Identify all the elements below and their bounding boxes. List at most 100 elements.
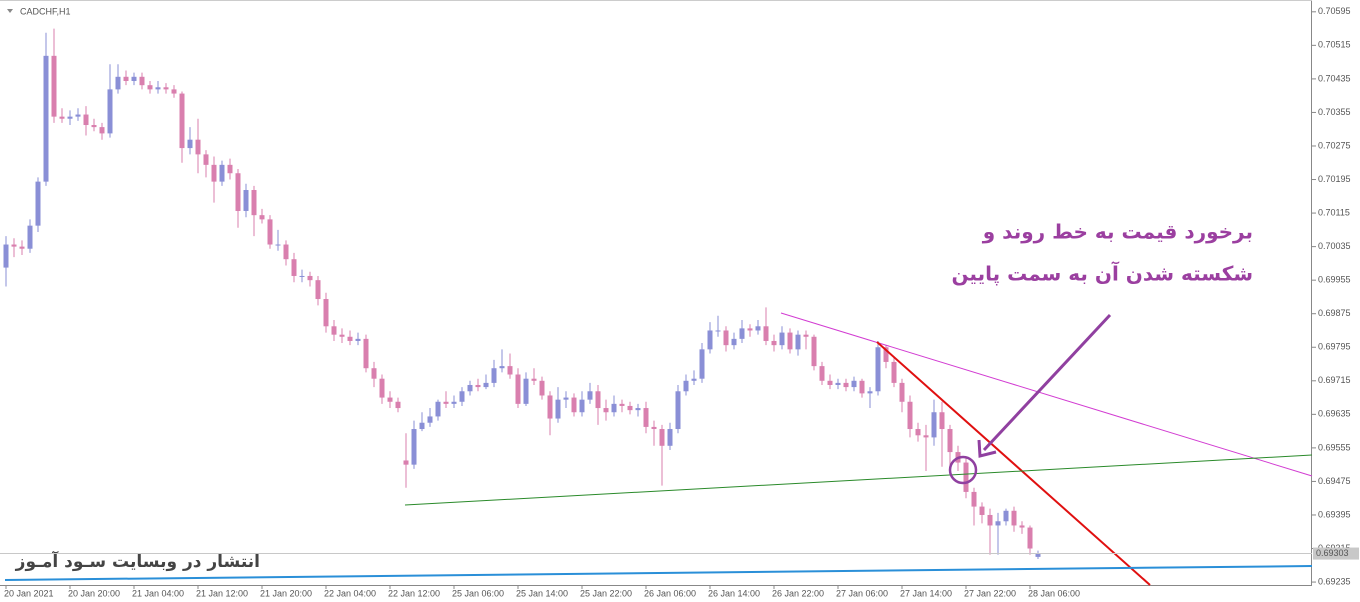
candle-body <box>651 426 657 430</box>
candle-body <box>395 401 401 409</box>
candle-body <box>715 330 721 332</box>
candle-body <box>19 246 25 249</box>
candle-body <box>91 125 97 128</box>
candle-body <box>259 215 265 220</box>
candle-body <box>931 412 937 438</box>
candle-body <box>595 391 601 409</box>
candle-body <box>563 397 569 400</box>
current-price-label: 0.69303 <box>1316 548 1349 558</box>
candle-body <box>227 164 233 174</box>
candle-body <box>211 164 217 182</box>
candle-body <box>811 336 817 367</box>
candle-body <box>915 429 921 436</box>
y-tick-label: 0.70195 <box>1318 174 1351 184</box>
x-tick-label: 25 Jan 06:00 <box>452 588 504 598</box>
candle-body <box>851 380 857 388</box>
candle-body <box>419 422 425 430</box>
candle-body <box>835 382 841 385</box>
support-line-blue <box>4 565 1313 581</box>
candle-body <box>443 401 449 404</box>
candle-body <box>147 85 153 90</box>
candle-body <box>755 326 761 331</box>
candle-body <box>571 397 577 413</box>
candle-body <box>539 380 545 396</box>
candle-body <box>747 328 753 331</box>
y-tick-label: 0.69795 <box>1318 342 1351 352</box>
x-tick-label: 21 Jan 12:00 <box>196 588 248 598</box>
candle-body <box>771 340 777 346</box>
candle-body <box>459 391 465 402</box>
candle-body <box>603 408 609 413</box>
candle-body <box>251 190 257 216</box>
arrow-shaft <box>982 313 1112 452</box>
candle-body <box>323 299 329 327</box>
candle-body <box>619 403 625 406</box>
candle-body <box>859 380 865 394</box>
candle-body <box>675 391 681 430</box>
candle-body <box>731 338 737 346</box>
candle-body <box>99 127 105 134</box>
candle-body <box>43 55 49 182</box>
candle-body <box>219 164 225 182</box>
candle-body <box>67 116 73 119</box>
annotation: برخورد قیمت به خط روند و <box>982 220 1253 244</box>
candle-body <box>243 190 249 211</box>
symbol-label: CADCHF,H1 <box>20 6 71 16</box>
candle-body <box>155 87 161 90</box>
candle-body <box>267 219 273 245</box>
candle-body <box>35 181 41 226</box>
candle-body <box>203 154 209 165</box>
y-tick-label: 0.70515 <box>1318 40 1351 50</box>
y-tick-label: 0.69875 <box>1318 308 1351 318</box>
candle-body <box>179 93 185 149</box>
candle-body <box>355 338 361 341</box>
x-tick-label: 25 Jan 14:00 <box>516 588 568 598</box>
candle-body <box>195 139 201 155</box>
candle-body <box>587 391 593 400</box>
candle-body <box>899 382 905 402</box>
candle-body <box>627 405 633 411</box>
candle-body <box>163 87 169 90</box>
candle-body <box>779 332 785 346</box>
candle-body <box>187 139 193 149</box>
candle-body <box>107 89 113 134</box>
current-price-box <box>1313 547 1359 560</box>
candle-body <box>483 382 489 388</box>
y-tick-label: 0.70035 <box>1318 241 1351 251</box>
candle-body <box>1019 525 1025 528</box>
y-tick-label: 0.69635 <box>1318 409 1351 419</box>
x-tick-label: 21 Jan 04:00 <box>132 588 184 598</box>
trend-line-red <box>876 341 1151 586</box>
candle-body <box>515 374 521 404</box>
candle-body <box>555 399 561 419</box>
y-tick-label: 0.70435 <box>1318 73 1351 83</box>
candle-body <box>987 514 993 526</box>
candle-body <box>123 76 129 81</box>
x-tick-label: 21 Jan 20:00 <box>260 588 312 598</box>
candle-body <box>939 412 945 430</box>
y-tick-label: 0.69555 <box>1318 442 1351 452</box>
candle-body <box>1035 553 1041 557</box>
candles <box>3 28 1041 560</box>
x-tick-label: 22 Jan 04:00 <box>324 588 376 598</box>
candle-body <box>795 334 801 350</box>
candle-body <box>867 391 873 394</box>
candle-body <box>451 401 457 404</box>
x-tick-label: 27 Jan 22:00 <box>964 588 1016 598</box>
candle-body <box>923 435 929 438</box>
candle-body <box>995 521 1001 526</box>
candle-body <box>843 382 849 388</box>
candle-body <box>291 259 297 276</box>
x-tick-label: 26 Jan 14:00 <box>708 588 760 598</box>
trend-line-green <box>404 454 1313 506</box>
x-tick-label: 22 Jan 12:00 <box>388 588 440 598</box>
x-tick-label: 28 Jan 06:00 <box>1028 588 1080 598</box>
y-tick-label: 0.70595 <box>1318 6 1351 16</box>
candle-body <box>1003 510 1009 522</box>
candle-body <box>3 244 9 268</box>
candle-body <box>547 395 553 419</box>
candle-body <box>963 462 969 492</box>
candle-body <box>11 244 17 247</box>
candle-body <box>275 244 281 246</box>
